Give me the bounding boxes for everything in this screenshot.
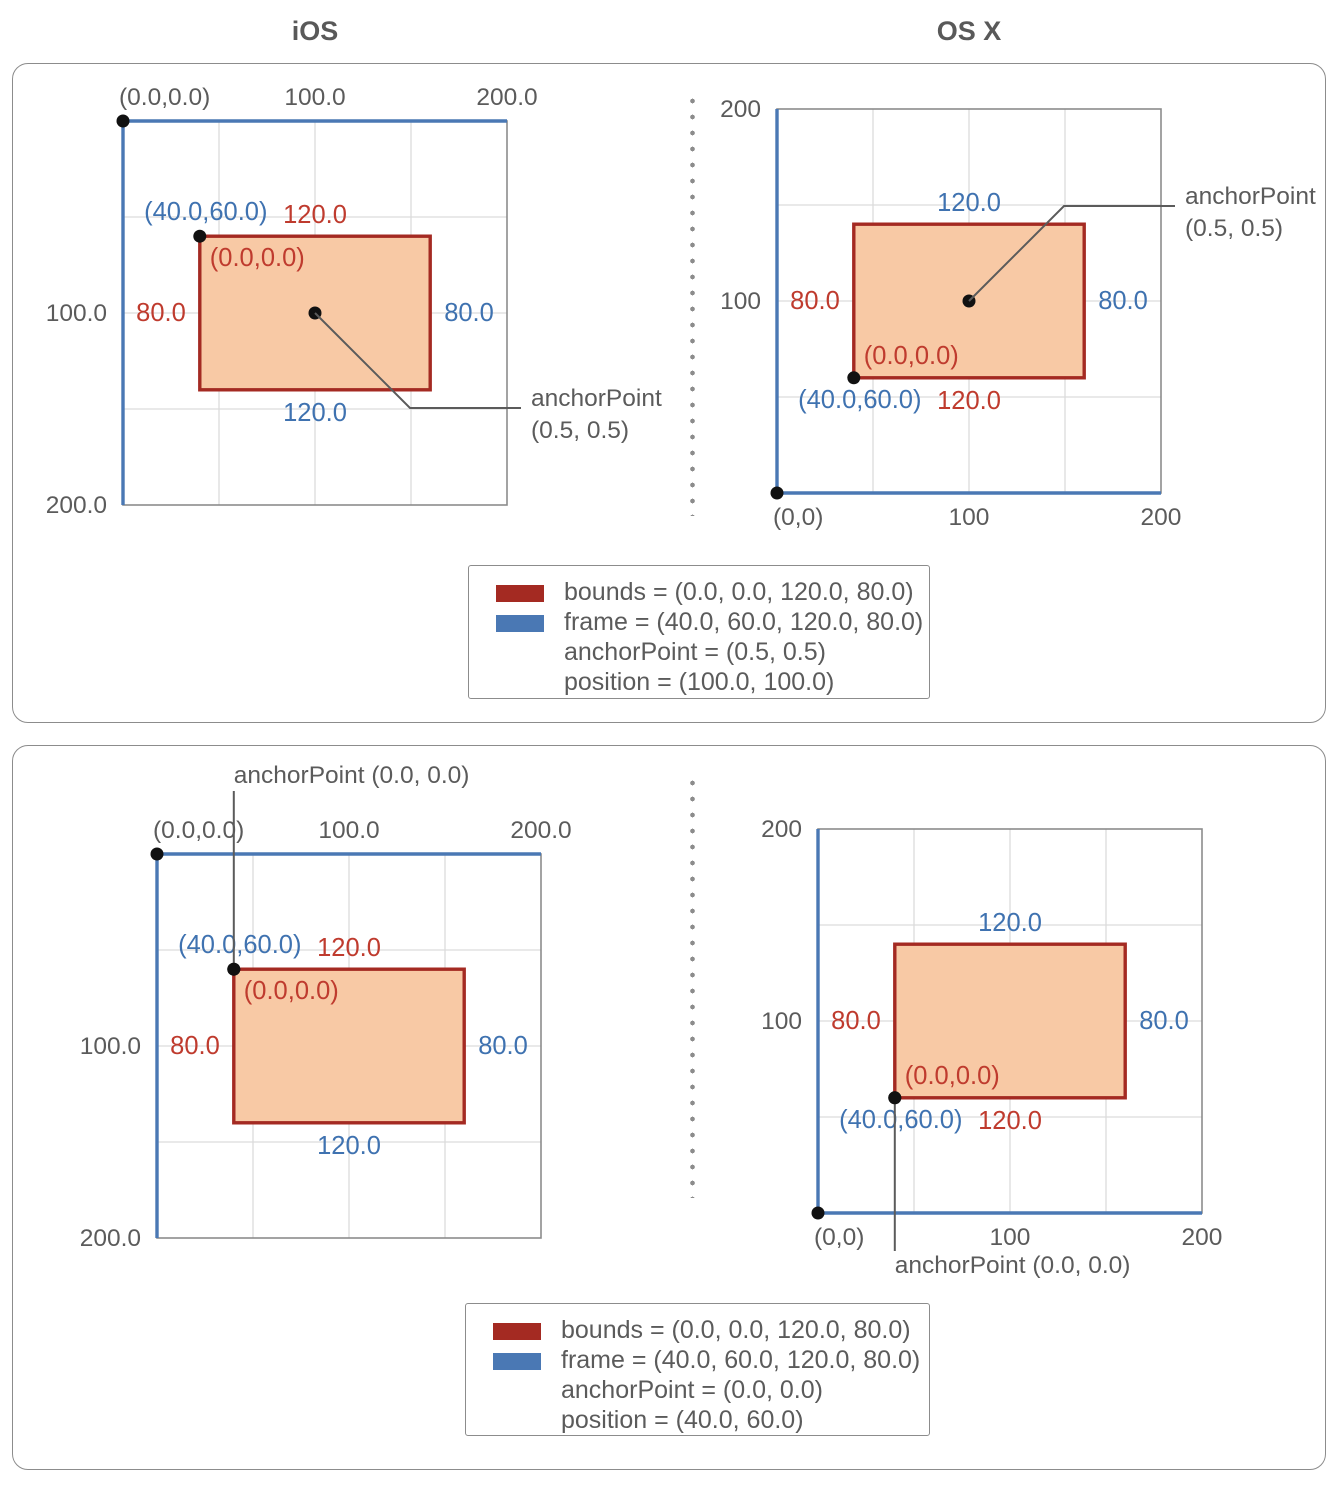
svg-text:120.0: 120.0 [978, 1107, 1042, 1135]
svg-text:200.0: 200.0 [46, 492, 107, 519]
svg-text:(0.0,0.0): (0.0,0.0) [244, 977, 339, 1005]
svg-text:100.0: 100.0 [46, 300, 107, 327]
svg-text:80.0: 80.0 [1139, 1007, 1189, 1035]
svg-text:80.0: 80.0 [831, 1007, 881, 1035]
svg-text:(0.5, 0.5): (0.5, 0.5) [1185, 215, 1283, 242]
svg-text:100.0: 100.0 [80, 1033, 141, 1060]
svg-text:200.0: 200.0 [510, 817, 571, 844]
svg-text:120.0: 120.0 [978, 909, 1042, 937]
svg-text:200: 200 [761, 816, 802, 843]
svg-text:anchorPoint: anchorPoint [1185, 183, 1316, 210]
svg-text:120.0: 120.0 [283, 399, 347, 427]
svg-text:80.0: 80.0 [478, 1032, 528, 1060]
svg-text:100: 100 [720, 288, 761, 315]
svg-text:200.0: 200.0 [80, 1225, 141, 1252]
svg-text:(40.0,60.0): (40.0,60.0) [798, 386, 921, 414]
svg-text:100.0: 100.0 [318, 817, 379, 844]
svg-text:120.0: 120.0 [317, 1132, 381, 1160]
svg-text:(0.0,0.0): (0.0,0.0) [864, 342, 959, 370]
svg-text:120.0: 120.0 [937, 189, 1001, 217]
svg-text:(40.0,60.0): (40.0,60.0) [144, 198, 267, 226]
svg-text:100.0: 100.0 [284, 84, 345, 111]
svg-text:200: 200 [720, 96, 761, 123]
svg-text:80.0: 80.0 [444, 299, 494, 327]
svg-text:(0,0): (0,0) [814, 1224, 864, 1251]
svg-text:100: 100 [990, 1224, 1031, 1251]
svg-text:(0.0,0.0): (0.0,0.0) [153, 817, 244, 844]
svg-text:80.0: 80.0 [170, 1032, 220, 1060]
svg-text:120.0: 120.0 [283, 201, 347, 229]
svg-text:(40.0,60.0): (40.0,60.0) [178, 931, 301, 959]
svg-text:anchorPoint: anchorPoint [531, 385, 662, 412]
svg-text:200: 200 [1141, 504, 1182, 531]
svg-text:anchorPoint (0.0, 0.0): anchorPoint (0.0, 0.0) [234, 762, 470, 789]
svg-text:100: 100 [761, 1008, 802, 1035]
svg-text:80.0: 80.0 [136, 299, 186, 327]
svg-text:80.0: 80.0 [1098, 287, 1148, 315]
svg-text:200: 200 [1182, 1224, 1223, 1251]
svg-text:80.0: 80.0 [790, 287, 840, 315]
svg-text:(0.0,0.0): (0.0,0.0) [210, 244, 305, 272]
svg-text:120.0: 120.0 [317, 934, 381, 962]
svg-text:200.0: 200.0 [476, 84, 537, 111]
svg-text:(0.5, 0.5): (0.5, 0.5) [531, 417, 629, 444]
svg-text:(0,0): (0,0) [773, 504, 823, 531]
svg-text:(0.0,0.0): (0.0,0.0) [905, 1062, 1000, 1090]
svg-text:120.0: 120.0 [937, 387, 1001, 415]
svg-text:(0.0,0.0): (0.0,0.0) [119, 84, 210, 111]
svg-text:(40.0,60.0): (40.0,60.0) [839, 1106, 962, 1134]
svg-text:anchorPoint (0.0, 0.0): anchorPoint (0.0, 0.0) [895, 1252, 1131, 1279]
svg-text:100: 100 [949, 504, 990, 531]
